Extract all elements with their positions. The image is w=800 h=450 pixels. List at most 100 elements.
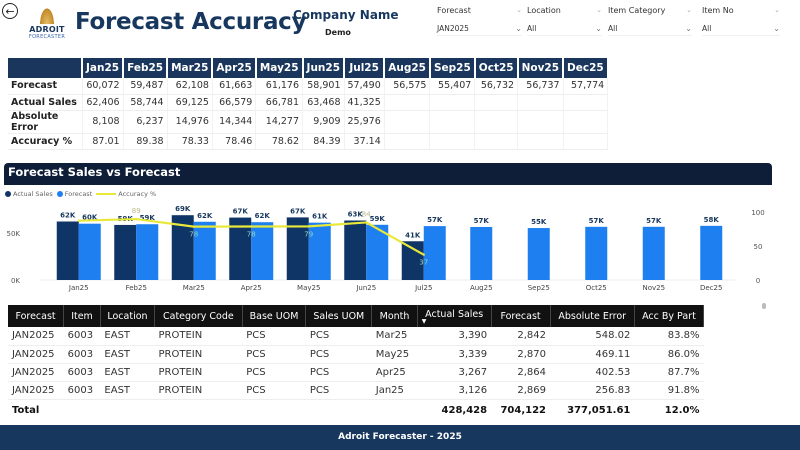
matrix-column-header[interactable]: Jan25 [82, 58, 125, 78]
matrix-column-header[interactable]: Feb25 [123, 58, 169, 78]
table-row[interactable]: JAN2025 6003 EAST PROTEIN PCS PCS Apr25 3,267 2,… [8, 363, 704, 382]
chevron-down-icon[interactable]: ⌄ [686, 6, 692, 14]
filter-location[interactable]: Location ⌄ All ⌄ [527, 6, 602, 36]
matrix-column-header[interactable]: Jun25 [302, 58, 346, 78]
column-header[interactable]: Base UOM [242, 305, 307, 327]
total-absolute-error: 377,051.61 [550, 398, 635, 421]
column-header-label: Absolute Error [558, 310, 627, 322]
summary-matrix: Jan25 Feb25 Mar25 Apr25 May25 Jun25 Jul25 Aug25… [8, 58, 609, 150]
matrix-row: Accuracy % 87.01 89.38 78.33 78.46 78.62 84.39… [8, 133, 609, 150]
scrollbar-handle[interactable] [762, 303, 766, 309]
filter-value: All [527, 24, 537, 33]
matrix-cell: 14,976 [167, 110, 213, 134]
legend-dot-icon [5, 191, 11, 197]
matrix-cell [429, 94, 476, 111]
table-cell: PROTEIN [154, 345, 243, 364]
chevron-down-icon[interactable]: ⌄ [516, 6, 522, 14]
x-axis-tick-label: Jul25 [414, 284, 432, 292]
column-header[interactable]: Actual Sales ▼ [417, 305, 492, 327]
matrix-column-header[interactable]: Aug25 [384, 58, 431, 78]
column-header-label: Base UOM [249, 310, 299, 322]
matrix-cell: 62,108 [167, 78, 213, 95]
matrix-row-label: Accuracy % [8, 133, 83, 150]
page-title: Forecast Accuracy [75, 9, 307, 35]
column-header[interactable]: Sales UOM [305, 305, 373, 327]
legend-item-accuracy[interactable]: Accuracy % [96, 190, 156, 198]
table-row[interactable]: JAN2025 6003 EAST PROTEIN PCS PCS Mar25 3,390 2,… [8, 327, 704, 346]
chart-legend: Actual Sales Forecast Accuracy % [5, 190, 156, 198]
column-header[interactable]: Month [371, 305, 418, 327]
matrix-cell: 66,579 [212, 94, 257, 111]
accuracy-point [422, 253, 425, 256]
bar-actual-sales [114, 224, 137, 280]
filter-item-no[interactable]: Item No ⌄ All ⌄ [702, 6, 780, 36]
column-header-label: Month [379, 310, 410, 322]
matrix-column-header[interactable]: Oct25 [474, 58, 519, 78]
filter-item-category[interactable]: Item Category ⌄ All ⌄ [608, 6, 692, 36]
bar-forecast [585, 226, 608, 280]
accuracy-point [77, 219, 80, 222]
sort-descending-icon[interactable]: ▼ [421, 317, 427, 325]
x-axis-tick-label: Oct25 [586, 284, 607, 292]
column-header[interactable]: Item [63, 305, 101, 327]
column-header[interactable]: Category Code [154, 305, 243, 327]
table-cell: PCS [305, 327, 372, 346]
matrix-column-header[interactable]: Apr25 [212, 58, 257, 78]
filter-select[interactable]: All ⌄ [608, 24, 692, 36]
x-axis-tick-label: May25 [297, 284, 320, 292]
table-cell: PCS [242, 345, 306, 364]
chevron-down-icon[interactable]: ⌄ [596, 6, 602, 14]
table-cell: May25 [371, 345, 418, 364]
column-header[interactable]: Forecast [8, 305, 65, 327]
table-cell: EAST [100, 327, 155, 346]
data-label-forecast: 57K [427, 216, 443, 224]
table-cell: 91.8% [634, 381, 704, 400]
bar-forecast [193, 221, 216, 280]
y2-axis-tick-label: 100 [751, 209, 764, 217]
table-row[interactable]: JAN2025 6003 EAST PROTEIN PCS PCS Jan25 3,126 2,… [8, 381, 704, 400]
bar-actual-sales [229, 217, 252, 280]
matrix-column-header[interactable]: May25 [255, 58, 304, 78]
matrix-column-header[interactable]: Mar25 [167, 58, 214, 78]
table-cell: 3,339 [417, 345, 492, 364]
table-cell: PROTEIN [154, 381, 243, 400]
column-header[interactable]: Forecast [491, 305, 551, 327]
back-button[interactable]: ← [2, 3, 18, 19]
matrix-cell: 56,732 [474, 78, 519, 95]
bar-forecast [642, 226, 665, 280]
matrix-cell: 6,237 [123, 110, 168, 134]
column-header-label: Category Code [163, 310, 234, 322]
table-cell: Apr25 [371, 363, 418, 382]
matrix-cell: 61,176 [255, 78, 304, 95]
x-axis-tick-label: Aug25 [470, 284, 493, 292]
column-header-label: Item [71, 310, 93, 322]
x-axis-tick-label: Apr25 [241, 284, 262, 292]
column-header[interactable]: Absolute Error [550, 305, 635, 327]
column-header[interactable]: Acc By Part [634, 305, 705, 327]
filter-label: Item No [702, 6, 734, 15]
matrix-row-label: Forecast [8, 78, 83, 95]
matrix-column-header[interactable]: Jul25 [344, 58, 386, 78]
column-header[interactable]: Location [100, 305, 156, 327]
chevron-down-icon[interactable]: ⌄ [774, 6, 780, 14]
filter-select[interactable]: All ⌄ [702, 24, 780, 36]
column-header-label: Actual Sales [425, 308, 484, 320]
x-axis-tick-label: Dec25 [700, 284, 722, 292]
data-label-accuracy: 78 [189, 231, 198, 239]
matrix-column-header[interactable]: Sep25 [429, 58, 476, 78]
matrix-column-header[interactable]: Dec25 [563, 58, 609, 78]
bar-actual-sales [344, 220, 367, 280]
filter-forecast[interactable]: Forecast ⌄ JAN2025 ⌄ [437, 6, 522, 36]
filter-select[interactable]: All ⌄ [527, 24, 602, 36]
legend-item-actual-sales[interactable]: Actual Sales [5, 190, 53, 198]
matrix-cell: 78.33 [167, 133, 213, 150]
legend-item-forecast[interactable]: Forecast [56, 190, 92, 198]
table-row[interactable]: JAN2025 6003 EAST PROTEIN PCS PCS May25 3,339 2,… [8, 345, 704, 364]
matrix-column-header[interactable]: Nov25 [517, 58, 565, 78]
table-cell: 256.83 [550, 381, 635, 400]
matrix-cell [384, 110, 431, 134]
filter-select[interactable]: JAN2025 ⌄ [437, 24, 522, 36]
matrix-cell: 84.39 [302, 133, 345, 150]
table-cell: 469.11 [550, 345, 635, 364]
bar-actual-sales [56, 221, 79, 280]
